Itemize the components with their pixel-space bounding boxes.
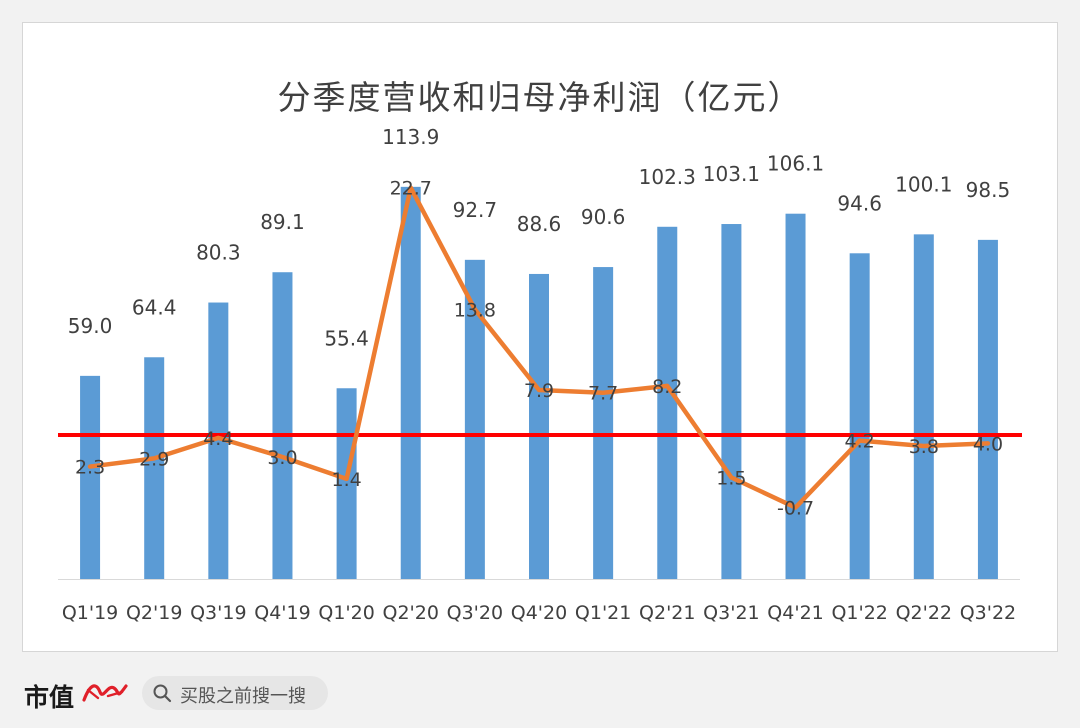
- x-tick-label: Q1'19: [62, 602, 118, 624]
- x-tick-label: Q3'19: [190, 602, 246, 624]
- line-value-label: 7.7: [588, 383, 618, 405]
- bar-value-label: 106.1: [767, 152, 824, 176]
- bar-value-label: 113.9: [382, 125, 439, 149]
- x-tick-label: Q4'19: [254, 602, 310, 624]
- bar-value-label: 80.3: [196, 241, 241, 265]
- x-tick-label: Q2'22: [896, 602, 952, 624]
- line-value-label: 22.7: [390, 178, 432, 200]
- chart-title: 分季度营收和归母净利润（亿元）: [277, 78, 803, 117]
- bar-value-label: 102.3: [639, 165, 696, 189]
- bar-Q2'19: [144, 357, 165, 579]
- line-value-label: 3.0: [267, 447, 297, 469]
- bar-value-label: 88.6: [517, 212, 562, 236]
- bar-value-label: 59.0: [68, 314, 113, 338]
- x-tick-label: Q3'20: [447, 602, 503, 624]
- bar-Q4'21: [785, 213, 806, 579]
- x-tick-label: Q1'21: [575, 602, 631, 624]
- line-value-label: 13.8: [454, 299, 496, 321]
- x-tick-label: Q4'20: [511, 602, 567, 624]
- brand-logo-icon: [82, 684, 128, 702]
- bar-value-label: 90.6: [581, 205, 626, 229]
- bar-value-label: 94.6: [837, 191, 882, 215]
- footer-bar: 市值 买股之前搜一搜: [0, 664, 1080, 728]
- line-value-label: 4.4: [203, 428, 233, 450]
- bar-Q3'19: [208, 302, 229, 579]
- bar-value-label: 103.1: [703, 162, 760, 186]
- line-value-label: 4.2: [845, 431, 875, 453]
- bar-Q4'19: [272, 272, 293, 579]
- brand-logo-text: 市值: [24, 683, 75, 712]
- bar-Q2'20: [400, 186, 421, 580]
- bar-Q3'21: [721, 224, 742, 579]
- x-tick-label: Q1'22: [831, 602, 887, 624]
- bar-value-label: 64.4: [132, 295, 177, 319]
- bar-value-label: 92.7: [453, 198, 498, 222]
- bar-Q3'20: [464, 259, 485, 579]
- bar-Q1'19: [80, 375, 101, 579]
- x-tick-label: Q3'22: [960, 602, 1016, 624]
- x-tick-label: Q2'21: [639, 602, 695, 624]
- line-value-label: 1.4: [331, 469, 361, 491]
- x-tick-label: Q3'21: [703, 602, 759, 624]
- bar-Q2'21: [657, 226, 678, 579]
- line-value-label: 7.9: [524, 380, 554, 402]
- bar-value-label: 89.1: [260, 210, 305, 234]
- line-value-label: 4.0: [973, 433, 1003, 455]
- search-placeholder: 买股之前搜一搜: [180, 686, 306, 707]
- line-value-label: 3.8: [909, 436, 939, 458]
- line-value-label: 8.2: [652, 376, 682, 398]
- bar-Q4'20: [529, 273, 549, 579]
- bar-Q2'22: [913, 234, 934, 579]
- profit-line-series: [87, 185, 991, 510]
- bar-value-label: 98.5: [966, 178, 1011, 202]
- bar-Q3'22: [977, 239, 998, 579]
- line-value-label: 2.9: [139, 448, 169, 470]
- x-tick-label: Q1'20: [318, 602, 374, 624]
- x-tick-label: Q2'20: [383, 602, 439, 624]
- bar-Q1'21: [593, 267, 614, 579]
- bar-Q1'22: [849, 253, 870, 579]
- search-icon: [153, 684, 172, 703]
- bar-value-label: 55.4: [324, 326, 369, 350]
- bar-value-label: 100.1: [895, 172, 952, 196]
- line-value-label: 1.5: [716, 467, 746, 489]
- line-value-label: -0.7: [777, 498, 814, 520]
- x-tick-label: Q2'19: [126, 602, 182, 624]
- line-value-label: 2.3: [75, 457, 105, 479]
- x-tick-label: Q4'21: [767, 602, 823, 624]
- search-box[interactable]: 买股之前搜一搜: [142, 676, 328, 710]
